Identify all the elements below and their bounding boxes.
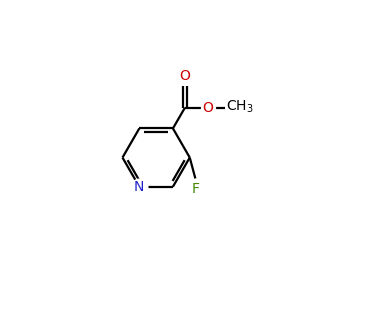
Text: O: O bbox=[202, 101, 213, 115]
Text: O: O bbox=[179, 69, 190, 83]
Text: N: N bbox=[134, 180, 144, 194]
Text: F: F bbox=[191, 182, 199, 196]
Text: CH$_3$: CH$_3$ bbox=[226, 99, 253, 115]
